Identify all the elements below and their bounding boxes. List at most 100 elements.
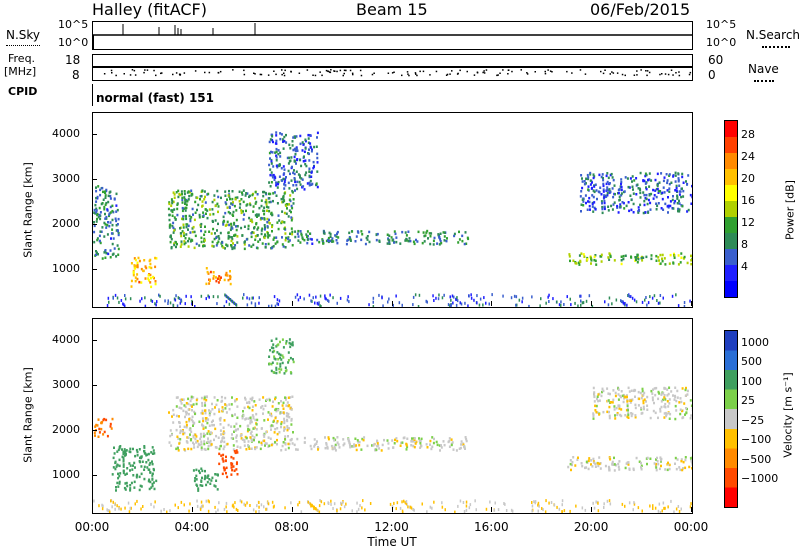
x-tick-label: 08:00 [274, 520, 309, 534]
nave-label-rule [754, 80, 774, 82]
x-tick-mark [591, 301, 593, 306]
nave-point [611, 71, 613, 73]
colorbar-tick-label: 28 [741, 128, 755, 141]
velocity-feature [168, 395, 294, 452]
x-tick-label: 20:00 [573, 520, 609, 534]
nave-point [352, 73, 354, 76]
nave-point [172, 73, 174, 76]
nsearch-label-rule [762, 46, 790, 48]
y-tick-label: 1000 [52, 468, 80, 482]
nave-point [435, 70, 438, 73]
nave-point [160, 72, 162, 75]
nave-point [133, 69, 136, 72]
nave-point [661, 73, 663, 75]
power-feature [579, 171, 692, 215]
nave-point [416, 74, 418, 77]
nave-point [446, 73, 449, 76]
nave-point [349, 69, 352, 72]
colorbar-tick-label: −100 [741, 433, 772, 447]
nave-point [667, 73, 670, 76]
nave-point [194, 70, 197, 72]
nave-point [143, 71, 145, 74]
nave-point [646, 70, 649, 72]
power-ylabel: Slant Range [km] [21, 162, 35, 258]
nave-point [422, 70, 425, 73]
y-tick-label: 4000 [52, 333, 80, 347]
freq-strip [92, 54, 693, 81]
cpid-label: CPID [8, 85, 38, 98]
power-panel [92, 112, 693, 308]
nave-point [155, 74, 157, 77]
y-tick-label: 2000 [52, 217, 80, 231]
nave-point [456, 73, 459, 75]
cpid-value: normal (fast) 151 [96, 91, 214, 105]
nave-point [419, 70, 421, 73]
nave-point [621, 73, 624, 76]
nave-point [298, 72, 301, 74]
power-heatmap [93, 131, 692, 307]
nave-point [414, 72, 417, 74]
nave-point [544, 70, 546, 73]
nave-point [659, 73, 661, 76]
nave-point [636, 70, 638, 72]
velocity-panel [92, 318, 693, 514]
velocity-feature [218, 449, 239, 479]
nsky-tick-bottom: 10^0 [58, 36, 89, 49]
nave-point [507, 73, 509, 75]
date-title: 06/Feb/2015 [590, 0, 691, 19]
nave-point [345, 69, 347, 72]
nave-point [134, 74, 137, 76]
power-feature [268, 131, 319, 192]
nsky-label-rule [6, 45, 40, 46]
power-feature [294, 229, 470, 246]
velocity-feature [567, 456, 692, 472]
freq-trace [93, 66, 692, 77]
power-feature [93, 185, 120, 260]
nave-point [401, 74, 403, 77]
power-feature [568, 252, 692, 266]
colorbar-tick-label: 8 [741, 238, 748, 251]
nave-point [329, 71, 332, 74]
velocity-colorbar-label: Velocity [m s⁻¹] [781, 372, 795, 458]
nave-point [526, 73, 529, 75]
nave-point [678, 71, 680, 73]
nave-point [259, 73, 262, 76]
nave-point [415, 73, 417, 75]
nave-point [275, 73, 277, 76]
nave-point [664, 73, 667, 75]
nave-point [407, 73, 409, 75]
nsearch-tick-top: 10^5 [706, 18, 737, 31]
power-colorbar-label: Power [dB] [783, 180, 797, 240]
nave-point [284, 69, 286, 72]
nave-point [373, 72, 375, 74]
nave-point [330, 69, 332, 71]
freq-unit: [MHz] [4, 65, 37, 78]
nave-point [360, 74, 363, 77]
nave-point [482, 71, 484, 74]
nave-point [204, 71, 206, 74]
nave-point [544, 72, 547, 75]
y-tick-mark [92, 340, 97, 342]
velocity-heatmap [93, 337, 692, 513]
velocity-ylabel: Slant Range [km] [21, 367, 35, 463]
nave-point [507, 69, 510, 71]
nave-point [689, 71, 692, 74]
y-tick-label: 3000 [52, 378, 80, 392]
nave-point [319, 71, 321, 73]
nave-point [161, 72, 163, 74]
freq-tick-bottom: 8 [72, 68, 80, 82]
nave-point [321, 74, 323, 77]
y-tick-mark [92, 179, 97, 181]
freq-tick-top: 18 [65, 53, 81, 67]
time-axis-label: Time UT [367, 535, 417, 549]
x-tick-label: 12:00 [374, 520, 409, 534]
nave-point [473, 74, 476, 76]
y-tick-mark [92, 134, 97, 136]
colorbar-tick-label: 16 [741, 194, 755, 207]
nave-point [103, 73, 106, 75]
nave-point [485, 69, 488, 71]
velocity-colorbar [724, 330, 738, 508]
nave-point [253, 72, 255, 74]
nave-point [131, 69, 134, 71]
nave-point [466, 70, 468, 73]
